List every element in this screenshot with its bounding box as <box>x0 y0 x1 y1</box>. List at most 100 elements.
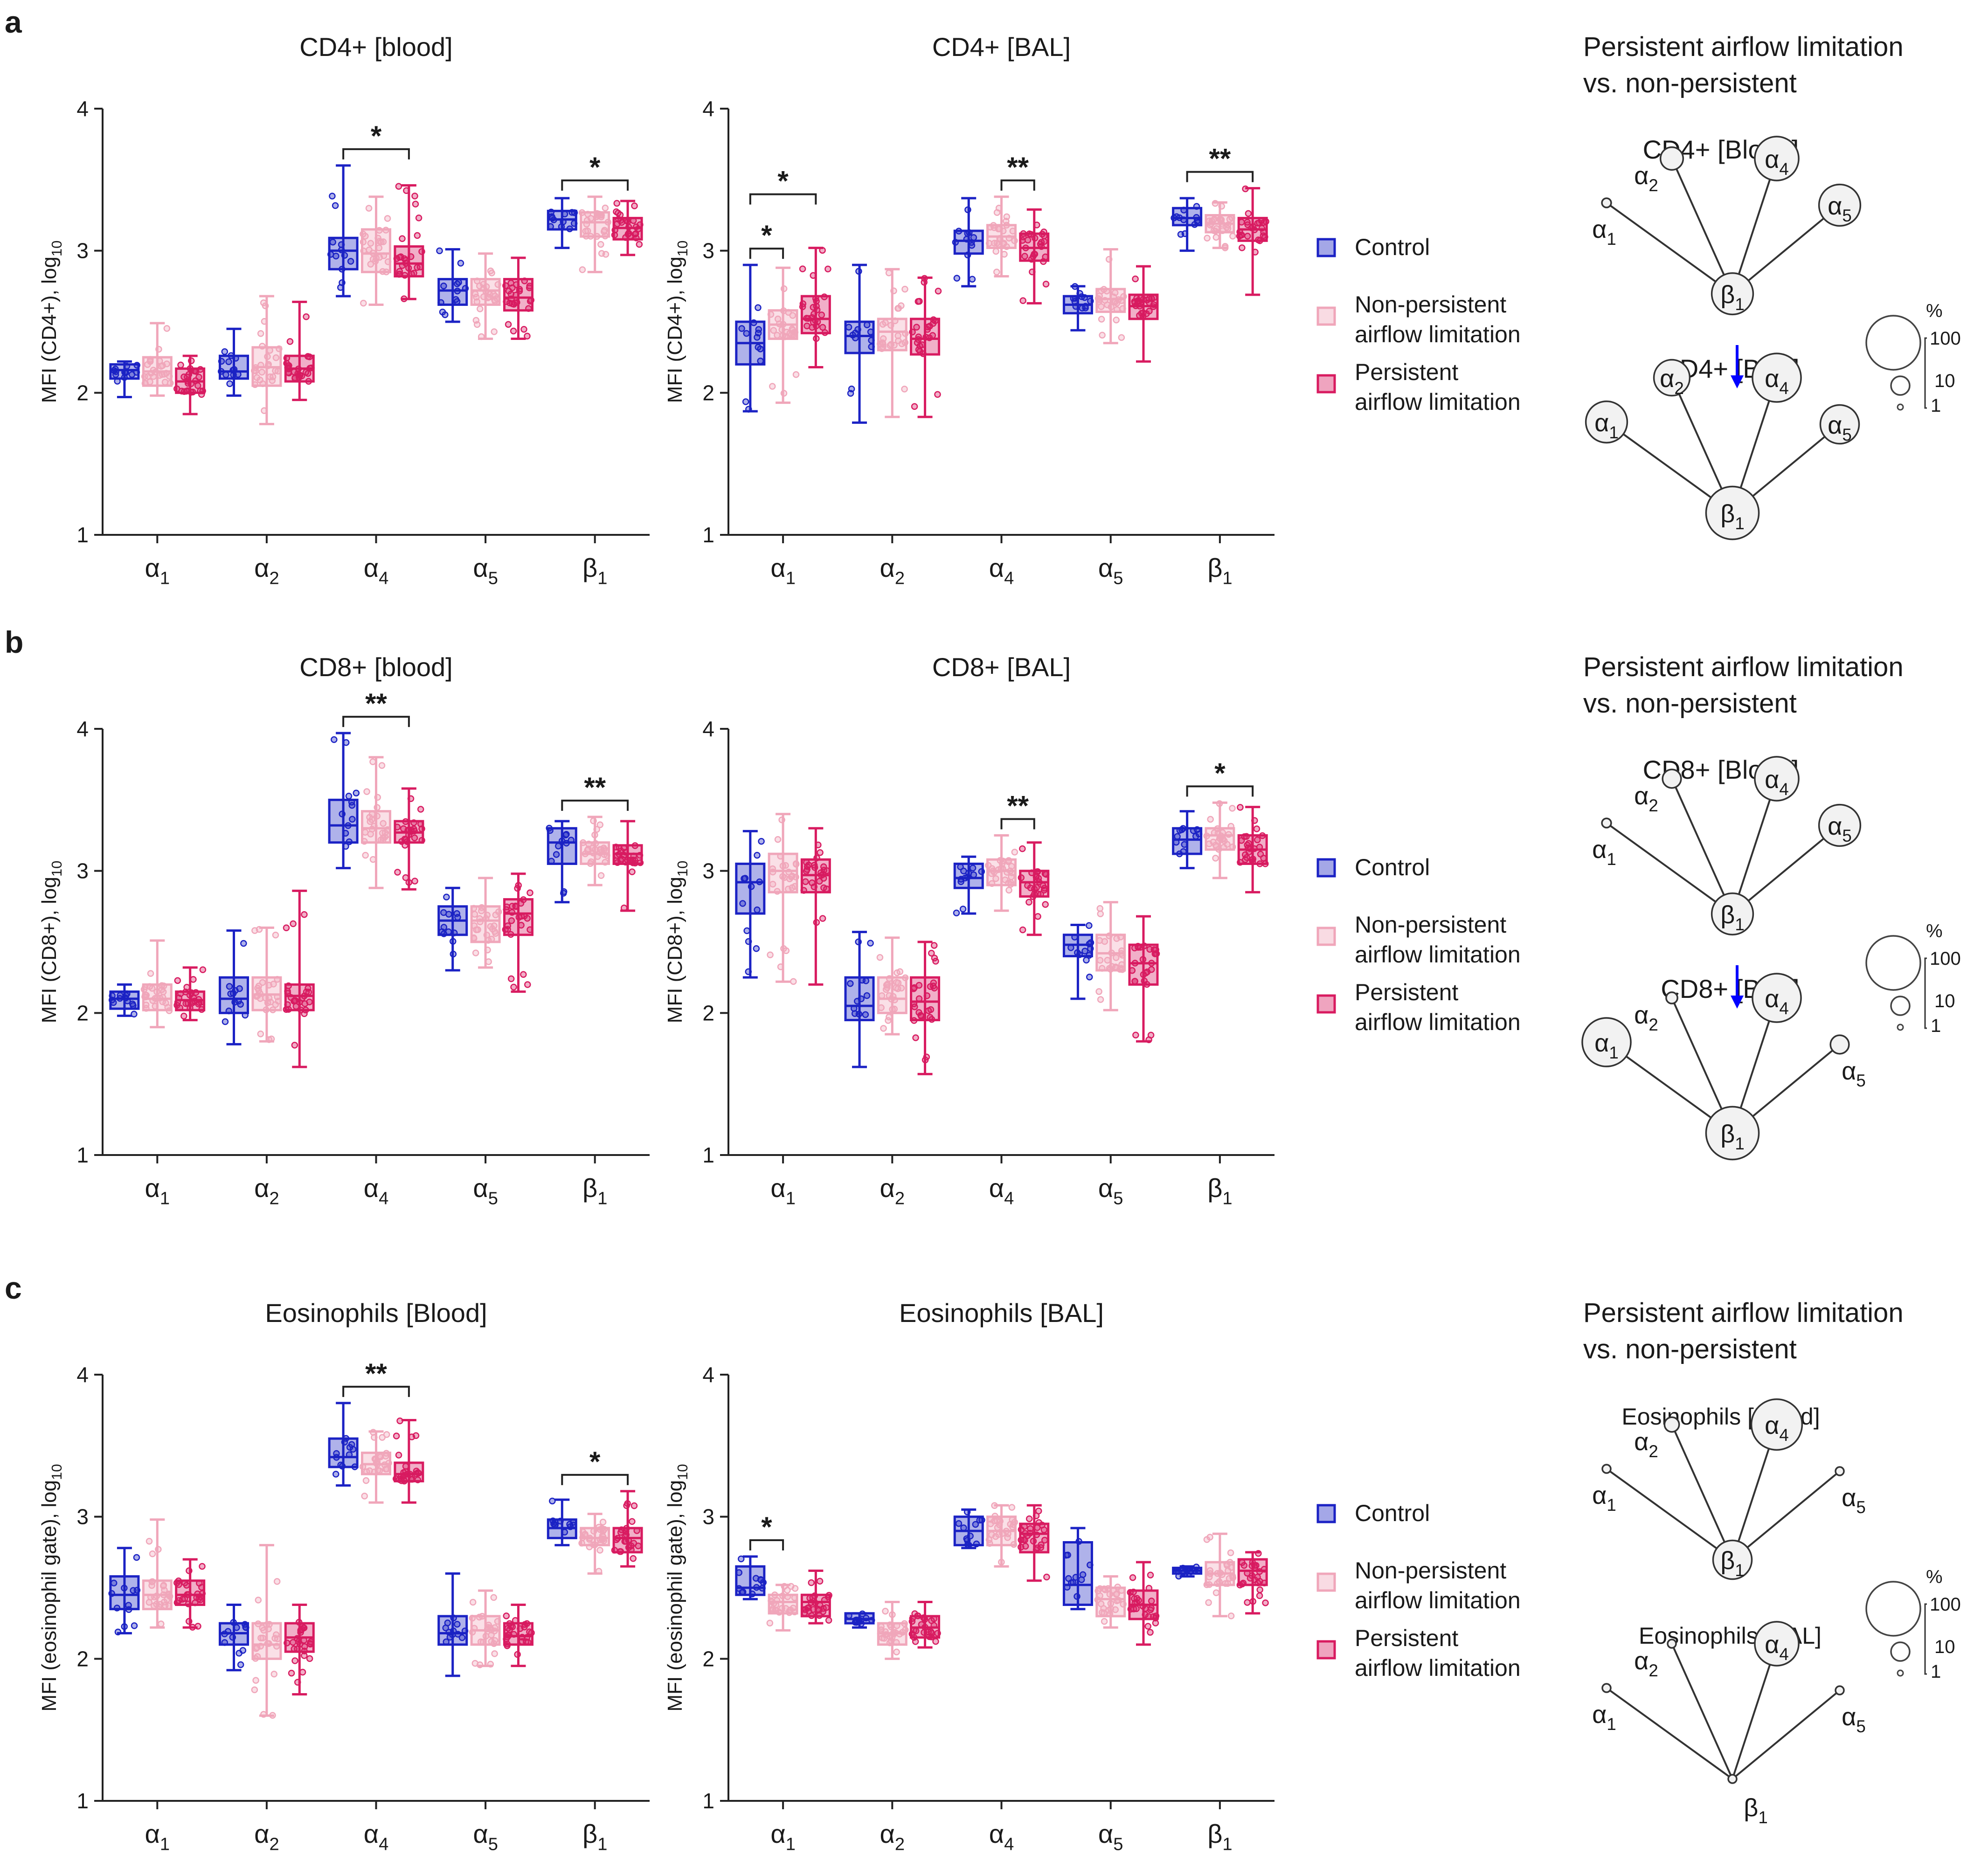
network-node-label: α4 <box>1765 985 1789 1018</box>
data-point <box>901 285 908 293</box>
x-tick-label: α5 <box>473 553 498 588</box>
x-tick-label: α2 <box>254 1173 279 1209</box>
data-point <box>964 206 971 214</box>
data-point <box>967 1532 974 1540</box>
data-point <box>264 353 271 360</box>
data-point <box>237 1661 244 1668</box>
data-point <box>1104 1585 1112 1592</box>
data-point <box>521 1621 528 1628</box>
data-point <box>847 980 854 987</box>
data-point <box>1216 800 1223 807</box>
box-iqr <box>1172 207 1203 227</box>
data-point <box>996 225 1003 233</box>
bracket-line <box>749 248 784 259</box>
data-point <box>816 878 823 885</box>
box-β1-2 <box>611 1490 643 1568</box>
data-point <box>803 859 810 866</box>
data-point <box>586 1543 593 1550</box>
data-point <box>183 1582 190 1589</box>
data-point <box>1141 942 1148 949</box>
data-point <box>810 304 817 311</box>
network-size-scale: % 100 10 1 <box>1865 1567 1961 1682</box>
bracket-line <box>561 1474 629 1485</box>
network-edge <box>1732 1470 1841 1561</box>
data-point <box>777 963 784 970</box>
network-node-label: β1 <box>1720 901 1744 934</box>
network-node-label: β1 <box>1720 1547 1744 1580</box>
box-panel-1-0: CD8+ [blood] MFI (CD8+), log10 1 2 3 4 α1 α2 α4 α… <box>38 652 650 1209</box>
data-point <box>553 851 560 858</box>
data-point <box>597 241 604 248</box>
box-α2-0 <box>219 929 249 1045</box>
data-point <box>190 976 197 983</box>
network-edge <box>1671 778 1733 914</box>
data-point <box>295 1619 303 1626</box>
data-point <box>129 1000 136 1008</box>
data-point <box>757 357 764 365</box>
data-point <box>180 1012 187 1020</box>
box-α5-2 <box>1128 915 1160 1044</box>
data-point <box>301 1643 308 1650</box>
legend-swatch <box>1316 374 1336 394</box>
data-point <box>178 387 186 395</box>
data-point <box>476 1661 484 1668</box>
data-point <box>1147 1571 1154 1578</box>
legend-label: Control <box>1355 234 1430 260</box>
data-point <box>1212 1589 1220 1597</box>
data-point <box>256 926 263 933</box>
data-point <box>518 921 525 929</box>
data-point <box>1204 235 1211 242</box>
data-point <box>260 1711 267 1718</box>
data-point <box>196 1579 203 1587</box>
data-point <box>1255 236 1262 243</box>
legend-label: Control <box>1355 854 1430 880</box>
data-point <box>505 321 512 328</box>
box-α4-2 <box>393 183 425 303</box>
data-point <box>1104 957 1111 964</box>
data-point <box>265 361 272 368</box>
data-point <box>1097 1600 1105 1607</box>
data-point <box>811 1599 818 1606</box>
data-point <box>485 958 492 965</box>
data-point <box>232 355 239 362</box>
data-point <box>450 938 457 945</box>
scale-tick: 1 <box>1931 1016 1941 1036</box>
network-node-β1 <box>1705 485 1760 540</box>
data-point <box>299 1668 306 1676</box>
data-point <box>770 327 777 334</box>
data-point <box>184 374 191 381</box>
data-point <box>997 865 1005 872</box>
data-point <box>754 906 761 913</box>
data-point <box>510 327 517 335</box>
data-point <box>1098 287 1105 295</box>
legend-1: Control Non-persistent airflow limitation P… <box>1316 854 1521 1035</box>
significance-label: ** <box>1007 790 1029 822</box>
data-point <box>908 1618 916 1625</box>
data-point <box>1216 1578 1223 1585</box>
data-point <box>611 231 618 239</box>
network-node-label: α2 <box>1660 365 1684 398</box>
data-point <box>858 995 865 1003</box>
data-point <box>777 852 784 860</box>
data-point <box>915 333 922 340</box>
data-point <box>1214 830 1222 837</box>
data-point <box>488 270 495 277</box>
data-point <box>142 1001 150 1009</box>
network-node-label: α4 <box>1765 365 1789 398</box>
data-point <box>1025 899 1032 906</box>
data-point <box>458 1634 466 1641</box>
data-point <box>621 1532 629 1540</box>
data-point <box>482 1633 490 1640</box>
data-point <box>1229 805 1236 812</box>
y-tick-label: 4 <box>76 1363 89 1387</box>
data-point <box>910 1000 918 1008</box>
y-tick-label: 4 <box>76 97 89 121</box>
data-point <box>1095 298 1102 305</box>
data-point <box>1076 951 1083 958</box>
data-point <box>743 330 750 337</box>
data-point <box>769 880 776 888</box>
data-point <box>1244 219 1251 226</box>
data-point <box>274 993 281 1001</box>
data-point <box>1256 860 1263 867</box>
data-point <box>1019 845 1026 852</box>
